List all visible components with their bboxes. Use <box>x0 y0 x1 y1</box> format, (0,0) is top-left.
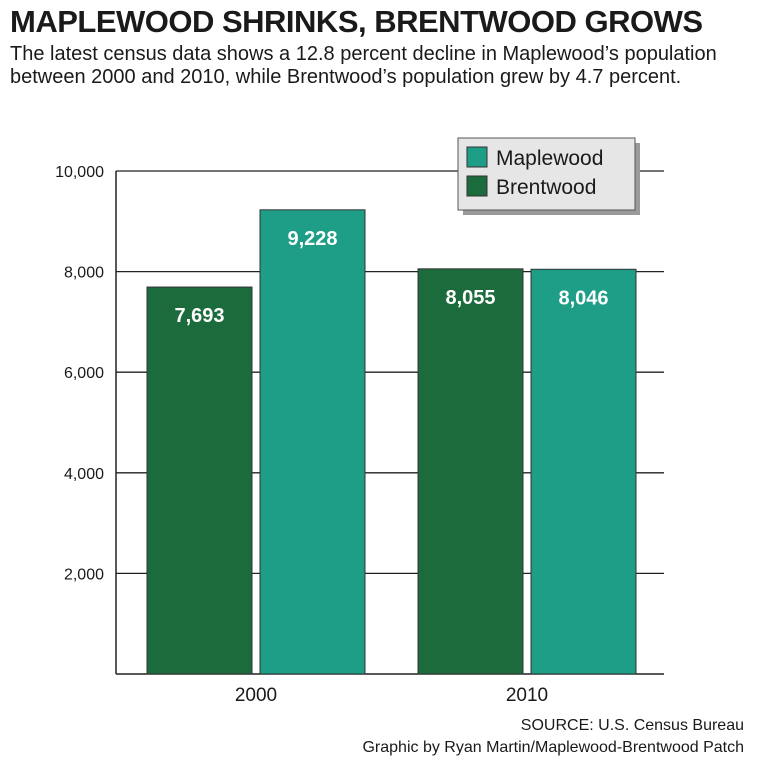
chart-title: MAPLEWOOD SHRINKS, BRENTWOOD GROWS <box>10 4 703 39</box>
bar-brentwood-2010 <box>417 268 524 675</box>
chart-subtitle: The latest census data shows a 12.8 perc… <box>10 43 717 88</box>
bar-value-label: 9,228 <box>287 228 337 250</box>
y-tick-label: 8,000 <box>64 265 104 282</box>
bars: 7,693 9,228 8,055 8,046 <box>146 209 637 675</box>
legend-label-brentwood: Brentwood <box>496 176 596 199</box>
legend-swatch-maplewood <box>466 146 488 168</box>
x-axis: 2000 2010 <box>235 685 548 706</box>
bar-chart: 2,000 4,000 6,000 8,000 10,000 7,693 9,228 8,0… <box>55 137 664 706</box>
credit-note: Graphic by Ryan Martin/Maplewood-Brentwo… <box>362 739 744 756</box>
legend-label-maplewood: Maplewood <box>496 147 603 170</box>
y-tick-label: 4,000 <box>64 466 104 483</box>
bar-value-label: 8,055 <box>445 287 495 309</box>
legend: Maplewood Brentwood <box>457 137 640 215</box>
bar-value-label: 8,046 <box>558 287 608 309</box>
legend-swatch-brentwood <box>466 175 488 197</box>
source-note: SOURCE: U.S. Census Bureau <box>520 717 744 734</box>
bar-brentwood-2000 <box>146 286 253 675</box>
y-tick-label: 10,000 <box>55 164 104 181</box>
y-tick-label: 6,000 <box>64 365 104 382</box>
bar-maplewood-2000 <box>259 209 366 675</box>
x-tick-label: 2010 <box>506 685 548 706</box>
bar-maplewood-2010 <box>530 268 637 675</box>
y-tick-label: 2,000 <box>64 566 104 583</box>
bar-value-label: 7,693 <box>174 305 224 327</box>
x-tick-label: 2000 <box>235 685 277 706</box>
